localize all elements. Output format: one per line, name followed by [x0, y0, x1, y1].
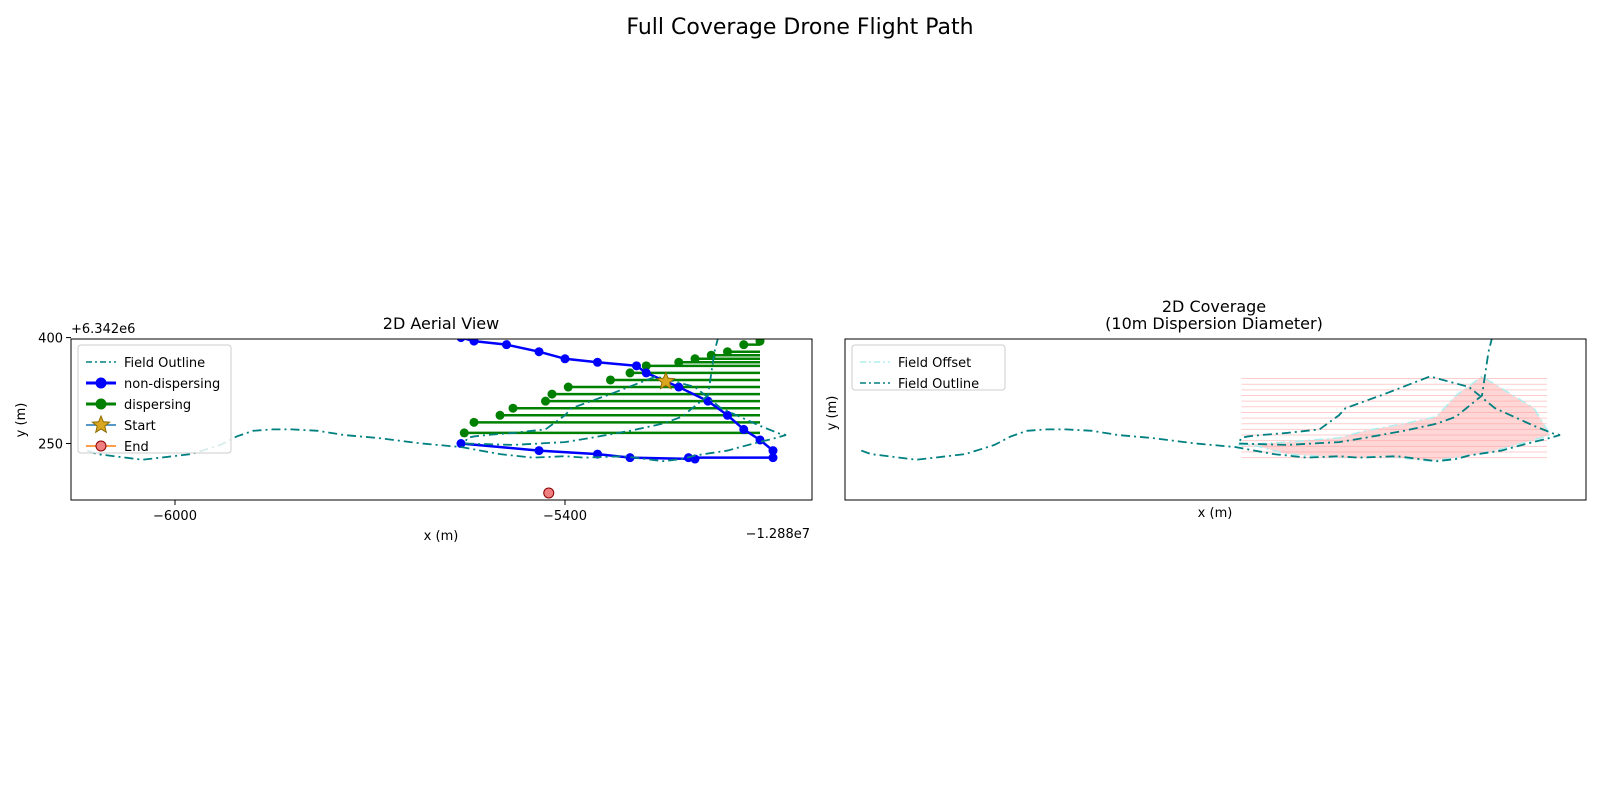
non-dispersing-point: [534, 446, 544, 456]
legend-label: End: [124, 440, 149, 455]
dispersing-point: [641, 361, 651, 371]
non-dispersing-point: [632, 361, 641, 371]
dispersing-point: [690, 354, 700, 364]
dispersing-point: [606, 375, 615, 385]
y-tick-label: 250: [38, 438, 63, 453]
dispersing-point: [508, 403, 518, 413]
non-dispersing-point: [768, 453, 778, 463]
non-dispersing-point: [456, 439, 466, 449]
non-dispersing-point: [739, 424, 749, 434]
aerial-view-legend: Field Outline non-dispersing dispersing Sta…: [77, 344, 232, 455]
legend-box: [77, 344, 232, 454]
x-tick-label: −6000: [153, 509, 197, 524]
legend-box: [851, 344, 1006, 391]
non-dispersing-point: [625, 453, 635, 463]
dispersing-point: [739, 340, 749, 350]
y-tick-label: 400: [38, 332, 63, 347]
non-dispersing-point: [502, 340, 511, 350]
dispersing-point: [723, 347, 732, 357]
non-dispersing-point: [534, 347, 544, 357]
non-dispersing-point: [768, 446, 778, 456]
field-offset-line: [1237, 375, 1552, 462]
non-dispersing-point: [456, 339, 466, 343]
start-marker: [655, 371, 676, 390]
legend-marker: [95, 398, 107, 410]
legend-marker: [95, 440, 107, 452]
legend-label: dispersing: [124, 398, 191, 413]
non-dispersing-point: [641, 368, 651, 378]
aerial-view-plot-area: [86, 339, 787, 499]
coverage-legend: Field Offset Field Outline: [851, 344, 1006, 392]
coverage-title-line-2: (10m Dispersion Diameter): [1105, 314, 1323, 333]
aerial-view-y-offset-label: +6.342e6: [71, 322, 135, 337]
aerial-view-title: 2D Aerial View: [383, 314, 499, 333]
dispersing-point: [495, 410, 505, 420]
dispersing-point: [755, 339, 765, 346]
legend-marker: [91, 414, 111, 434]
dispersing-point: [459, 428, 469, 438]
x-tick-label: −5400: [543, 509, 587, 524]
end-marker: [543, 487, 555, 499]
aerial-view-axes: 2D Aerial View −6000 −5400 250 400 +6.342e6…: [14, 314, 813, 544]
non-dispersing-point: [593, 357, 602, 367]
coverage-axes: 2D Coverage (10m Dispersion Diameter) x …: [825, 297, 1587, 521]
non-dispersing-point: [703, 396, 713, 406]
legend-label: Field Outline: [124, 356, 205, 371]
legend-marker: [95, 377, 107, 389]
non-dispersing-point: [723, 410, 732, 420]
aerial-view-xlabel: x (m): [424, 529, 459, 544]
legend-label: Field Offset: [898, 356, 971, 371]
dispersing-point: [547, 389, 557, 399]
coverage-plot-area: [860, 339, 1561, 463]
aerial-view-frame: [70, 338, 813, 501]
non-dispersing-point: [674, 382, 684, 392]
coverage-xlabel: x (m): [1198, 506, 1233, 521]
non-dispersing-point: [469, 339, 479, 346]
dispersing-point: [625, 368, 635, 378]
coverage-ylabel: y (m): [825, 396, 840, 431]
dispersing-point: [469, 417, 479, 427]
legend-label: non-dispersing: [124, 377, 220, 392]
legend-label: Field Outline: [898, 377, 979, 392]
aerial-view-ylabel: y (m): [14, 403, 29, 438]
coverage-frame: [844, 338, 1587, 501]
aerial-view-x-offset-label: −1.288e7: [746, 527, 810, 542]
non-dispersing-point: [560, 354, 570, 364]
figure-title: Full Coverage Drone Flight Path: [626, 15, 973, 40]
dispersing-point: [563, 382, 573, 392]
dispersing-point: [541, 396, 550, 406]
dispersing-point: [674, 357, 684, 367]
coverage-title-line-1: 2D Coverage: [1162, 297, 1266, 316]
legend-label: Start: [124, 419, 156, 434]
aerial-view-ticks: −6000 −5400 250 400: [38, 332, 587, 524]
